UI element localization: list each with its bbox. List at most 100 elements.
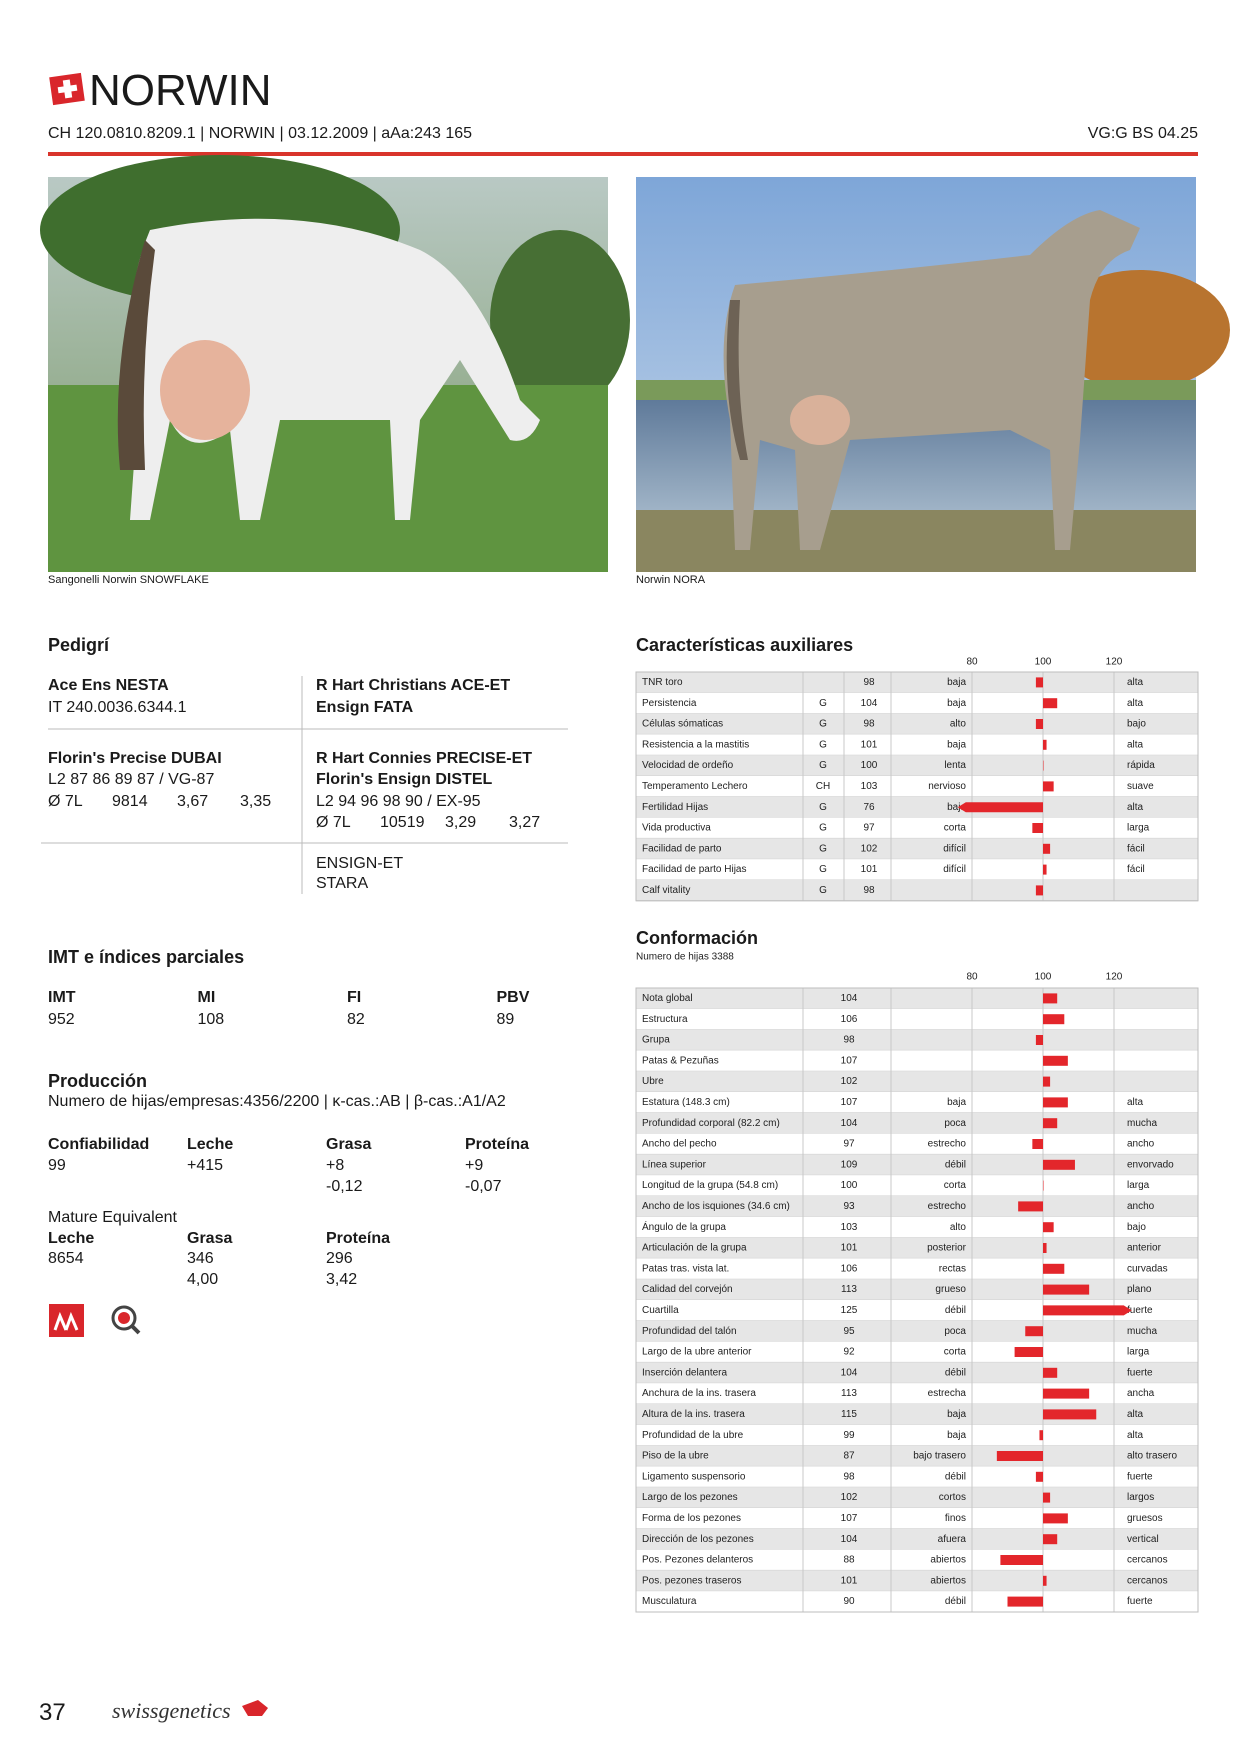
bar [1035,885,1043,896]
trait-value: 90 [843,1596,855,1607]
trait-value: 113 [841,1388,857,1399]
trait-low: poca [944,1326,966,1337]
trait-value: 101 [861,739,878,750]
trait-value: 99 [843,1430,855,1441]
scale-label: 100 [1035,972,1052,983]
trait-low: finos [945,1513,966,1524]
trait-high: cercanos [1127,1555,1168,1566]
bar [1039,1430,1043,1441]
scale-label: 120 [1106,657,1123,668]
trait-name: Células sómaticas [642,719,723,730]
pedigree-production: Ø 7L [316,814,351,832]
trait-low: baja [947,1430,966,1441]
pedigree-production: 3,35 [240,793,272,811]
row-bg [636,1466,1198,1488]
icon-quality [111,1305,141,1335]
production-value: 8654 [48,1250,84,1268]
pedigree-name: Ace Ens NESTA [48,677,169,695]
trait-low: alto [950,719,967,730]
trait-code: G [819,719,827,730]
section-title: Conformación [636,928,759,949]
trait-low: baja [947,1097,966,1108]
trait-value: 101 [861,864,878,875]
bar [1035,719,1043,729]
pedigree-id: IT 240.0036.6344.1 [48,699,187,717]
photo-left [40,155,630,572]
trait-low: corta [944,1347,967,1358]
scale-label: 80 [966,657,978,668]
trait-low: afuera [938,1534,967,1545]
trait-name: Ubre [642,1076,664,1087]
trait-value: 107 [841,1513,858,1524]
trait-value: 107 [841,1097,858,1108]
icon-badge [49,1304,84,1337]
trait-value: 76 [863,802,875,813]
bar [1043,1388,1090,1399]
section-title: Producción [48,1071,148,1092]
trait-name: Pos. pezones traseros [642,1575,742,1586]
row-bg [636,1154,1198,1176]
trait-high: ancha [1127,1388,1155,1399]
production-label: Proteína [465,1136,530,1154]
brand-logo: swissgenetics [112,1697,231,1723]
index-label: PBV [496,989,530,1007]
row-bg [636,1237,1198,1259]
trait-name: Facilidad de parto [642,843,722,854]
trait-code: CH [816,781,830,792]
row-bg [636,988,1198,1009]
trait-value: 100 [841,1180,858,1191]
row-bg [636,1050,1198,1072]
trait-value: 106 [841,1014,858,1025]
pedigree-production: 3,29 [445,814,477,832]
trait-name: Piso de la ubre [642,1451,709,1462]
bar [1025,1326,1043,1337]
trait-high: anterior [1127,1243,1162,1254]
row-bg [636,1591,1198,1612]
trait-value: 125 [841,1305,858,1316]
trait-low: estrecho [928,1139,967,1150]
row-bg [636,859,1198,880]
trait-name: Patas & Pezuñas [642,1055,719,1066]
production-label: Leche [187,1136,234,1154]
trait-value: 97 [843,1139,855,1150]
index-value: 82 [347,1011,365,1029]
table-border [635,987,1199,1613]
production-value: +8 [326,1157,345,1175]
trait-code: G [819,823,827,834]
trait-low: grueso [935,1284,966,1295]
pedigree-production: 3,27 [509,814,541,832]
bar [1035,1471,1043,1482]
trait-value: 98 [863,677,875,688]
trait-code: G [819,864,827,875]
trait-low: corta [944,823,967,834]
row-bg [636,1029,1198,1051]
bar [1043,1263,1065,1274]
row-bg [636,1092,1198,1113]
trait-name: Vida productiva [642,823,711,834]
trait-high: alta [1127,739,1144,750]
photo-caption: Sangonelli Norwin SNOWFLAKE [48,573,209,586]
pedigree-name: Ensign FATA [316,699,414,717]
bar [1043,1243,1047,1253]
trait-value: 98 [843,1035,855,1046]
section-subtitle: Mature Equivalent [48,1209,177,1227]
trait-low: lenta [944,760,966,771]
trait-high: bajo [1127,719,1146,730]
row-bg [636,1196,1198,1217]
trait-value: 109 [841,1159,858,1170]
trait-value: 92 [843,1347,855,1358]
photo-caption: Norwin NORA [636,573,706,586]
production-value: +9 [465,1157,484,1175]
trait-name: Pos. Pezones delanteros [642,1555,753,1566]
logo-mark [242,1700,268,1716]
bar [1043,1159,1075,1170]
production-value: 346 [187,1250,214,1268]
trait-high: cercanos [1127,1575,1168,1586]
row-bg [636,1216,1198,1238]
index-label: IMT [48,989,76,1007]
trait-low: baja [947,1409,966,1420]
trait-value: 106 [841,1263,858,1274]
trait-low: poca [944,1118,966,1129]
production-label: Proteína [326,1230,391,1248]
bar [1032,1139,1043,1149]
